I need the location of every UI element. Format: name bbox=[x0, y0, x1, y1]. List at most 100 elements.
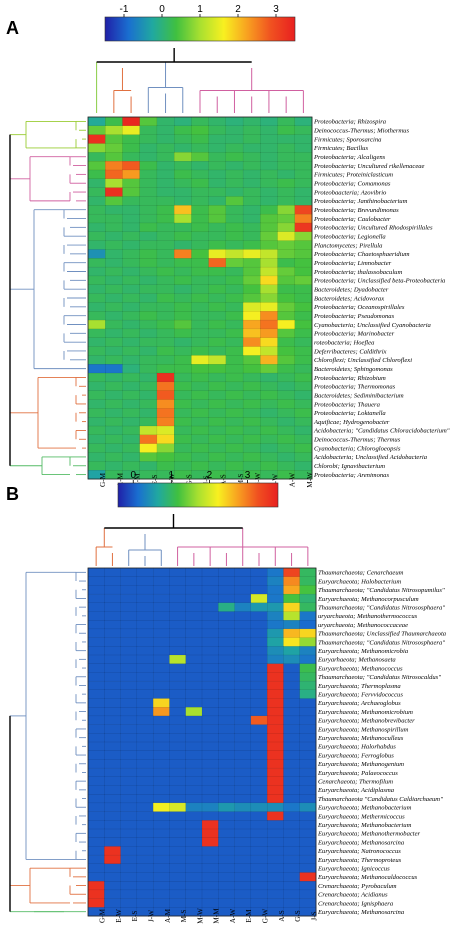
heatmap-cell bbox=[294, 452, 313, 462]
heatmap-cell bbox=[173, 328, 192, 339]
heatmap-cell bbox=[201, 724, 219, 734]
heatmap-cell bbox=[283, 820, 301, 830]
heatmap-cell bbox=[122, 125, 141, 136]
heatmap-cell bbox=[283, 889, 301, 900]
heatmap-cell bbox=[87, 811, 105, 821]
heatmap-cell bbox=[191, 178, 210, 189]
row-label: Euryarchaeota; Ignicoccus bbox=[317, 865, 390, 872]
column-label: A-M bbox=[164, 908, 172, 923]
row-label: Euryarchaeota; Halorhabdus bbox=[317, 744, 396, 751]
color-scale-tick-label: 3 bbox=[273, 4, 279, 15]
heatmap-cell bbox=[250, 637, 268, 647]
heatmap-cell bbox=[299, 602, 317, 612]
heatmap-cell bbox=[120, 854, 138, 865]
heatmap-cell bbox=[234, 837, 252, 847]
heatmap-cell bbox=[169, 567, 187, 578]
heatmap-cell bbox=[139, 302, 158, 312]
row-label: Euryarchaeota; Thermoplasma bbox=[317, 683, 401, 690]
heatmap-cell bbox=[208, 381, 227, 392]
heatmap-cell bbox=[294, 302, 313, 312]
heatmap-cell bbox=[266, 863, 284, 873]
heatmap-cell bbox=[283, 646, 301, 656]
heatmap-cell bbox=[294, 399, 313, 409]
row-label: Thaumarchaeota; "Candidatus Nitrosopumil… bbox=[318, 587, 445, 594]
heatmap-cell bbox=[173, 169, 192, 180]
heatmap-cell bbox=[234, 854, 252, 865]
heatmap-cell bbox=[185, 889, 203, 900]
heatmap-cell bbox=[185, 837, 203, 847]
row-label: Euryarchaeota; Archaeoglobus bbox=[317, 700, 401, 707]
row-label: Deinococcus-Thermus; Thermus bbox=[313, 437, 401, 444]
heatmap-cell bbox=[234, 611, 252, 621]
heatmap-cell bbox=[294, 134, 313, 144]
heatmap-cell bbox=[283, 846, 301, 856]
heatmap-cell bbox=[139, 443, 158, 453]
row-label: Firmicutes; Proteiniclasticum bbox=[313, 172, 393, 179]
heatmap-cell bbox=[225, 434, 244, 445]
heatmap-cell bbox=[152, 776, 170, 786]
heatmap-cell bbox=[201, 785, 219, 795]
heatmap-cell bbox=[283, 811, 301, 821]
heatmap-cell bbox=[87, 249, 106, 259]
heatmap-cell bbox=[122, 169, 141, 180]
heatmap-cell bbox=[250, 898, 268, 908]
heatmap-cell bbox=[87, 802, 105, 813]
heatmap-cell bbox=[169, 576, 187, 586]
heatmap-cell bbox=[156, 302, 175, 312]
heatmap-cell bbox=[139, 319, 158, 330]
heatmap-cell bbox=[218, 680, 236, 691]
heatmap-cell bbox=[136, 802, 154, 813]
heatmap-cell bbox=[266, 750, 284, 760]
heatmap-cell bbox=[156, 399, 175, 409]
heatmap-cell bbox=[191, 213, 210, 224]
heatmap-cell bbox=[299, 663, 317, 673]
heatmap-cell bbox=[139, 293, 158, 303]
heatmap-cell bbox=[201, 811, 219, 821]
heatmap-cell bbox=[201, 802, 219, 813]
heatmap-cell bbox=[156, 205, 175, 215]
heatmap-cell bbox=[104, 567, 122, 578]
heatmap-cell bbox=[234, 698, 252, 708]
heatmap-cell bbox=[250, 802, 268, 813]
heatmap-cell bbox=[173, 319, 192, 330]
heatmap-cell bbox=[208, 169, 227, 180]
heatmap-cell bbox=[152, 820, 170, 830]
row-dendrogram bbox=[9, 120, 86, 476]
heatmap-cell bbox=[242, 249, 261, 259]
heatmap-cell bbox=[225, 452, 244, 462]
heatmap-cell bbox=[156, 125, 175, 136]
color-scale-tick-label: 0 bbox=[130, 470, 136, 481]
heatmap-cell bbox=[234, 872, 252, 882]
heatmap-cell bbox=[105, 372, 123, 383]
heatmap-cell bbox=[225, 284, 244, 295]
column-label: M-S bbox=[237, 474, 245, 487]
heatmap-cell bbox=[120, 733, 138, 743]
heatmap-cell bbox=[87, 776, 105, 786]
heatmap-cell bbox=[122, 222, 141, 233]
heatmap-cell bbox=[208, 425, 227, 436]
heatmap-cell bbox=[104, 715, 122, 726]
heatmap-cell bbox=[260, 187, 278, 197]
heatmap-cell bbox=[225, 337, 244, 348]
heatmap-cell bbox=[277, 364, 296, 374]
row-label: Bacteroidetes; Acidovorax bbox=[314, 295, 384, 302]
heatmap-cell bbox=[120, 872, 138, 882]
heatmap-cell bbox=[242, 443, 261, 453]
heatmap-cell bbox=[139, 143, 158, 153]
heatmap-cell bbox=[136, 820, 154, 830]
heatmap-cell bbox=[225, 240, 244, 250]
heatmap-cell bbox=[152, 837, 170, 847]
heatmap-cell bbox=[218, 741, 236, 752]
heatmap-cell bbox=[136, 724, 154, 734]
row-label: roteobacteria; Hoeflea bbox=[314, 339, 375, 346]
heatmap-cell bbox=[299, 872, 317, 882]
heatmap-cell bbox=[122, 293, 141, 303]
heatmap-cell bbox=[169, 698, 187, 708]
heatmap-cell bbox=[260, 240, 278, 250]
heatmap-cell bbox=[225, 125, 244, 136]
heatmap-cell bbox=[122, 452, 141, 462]
heatmap-cell bbox=[87, 231, 106, 242]
column-label: M-M bbox=[213, 908, 221, 924]
heatmap-cell bbox=[156, 249, 175, 259]
